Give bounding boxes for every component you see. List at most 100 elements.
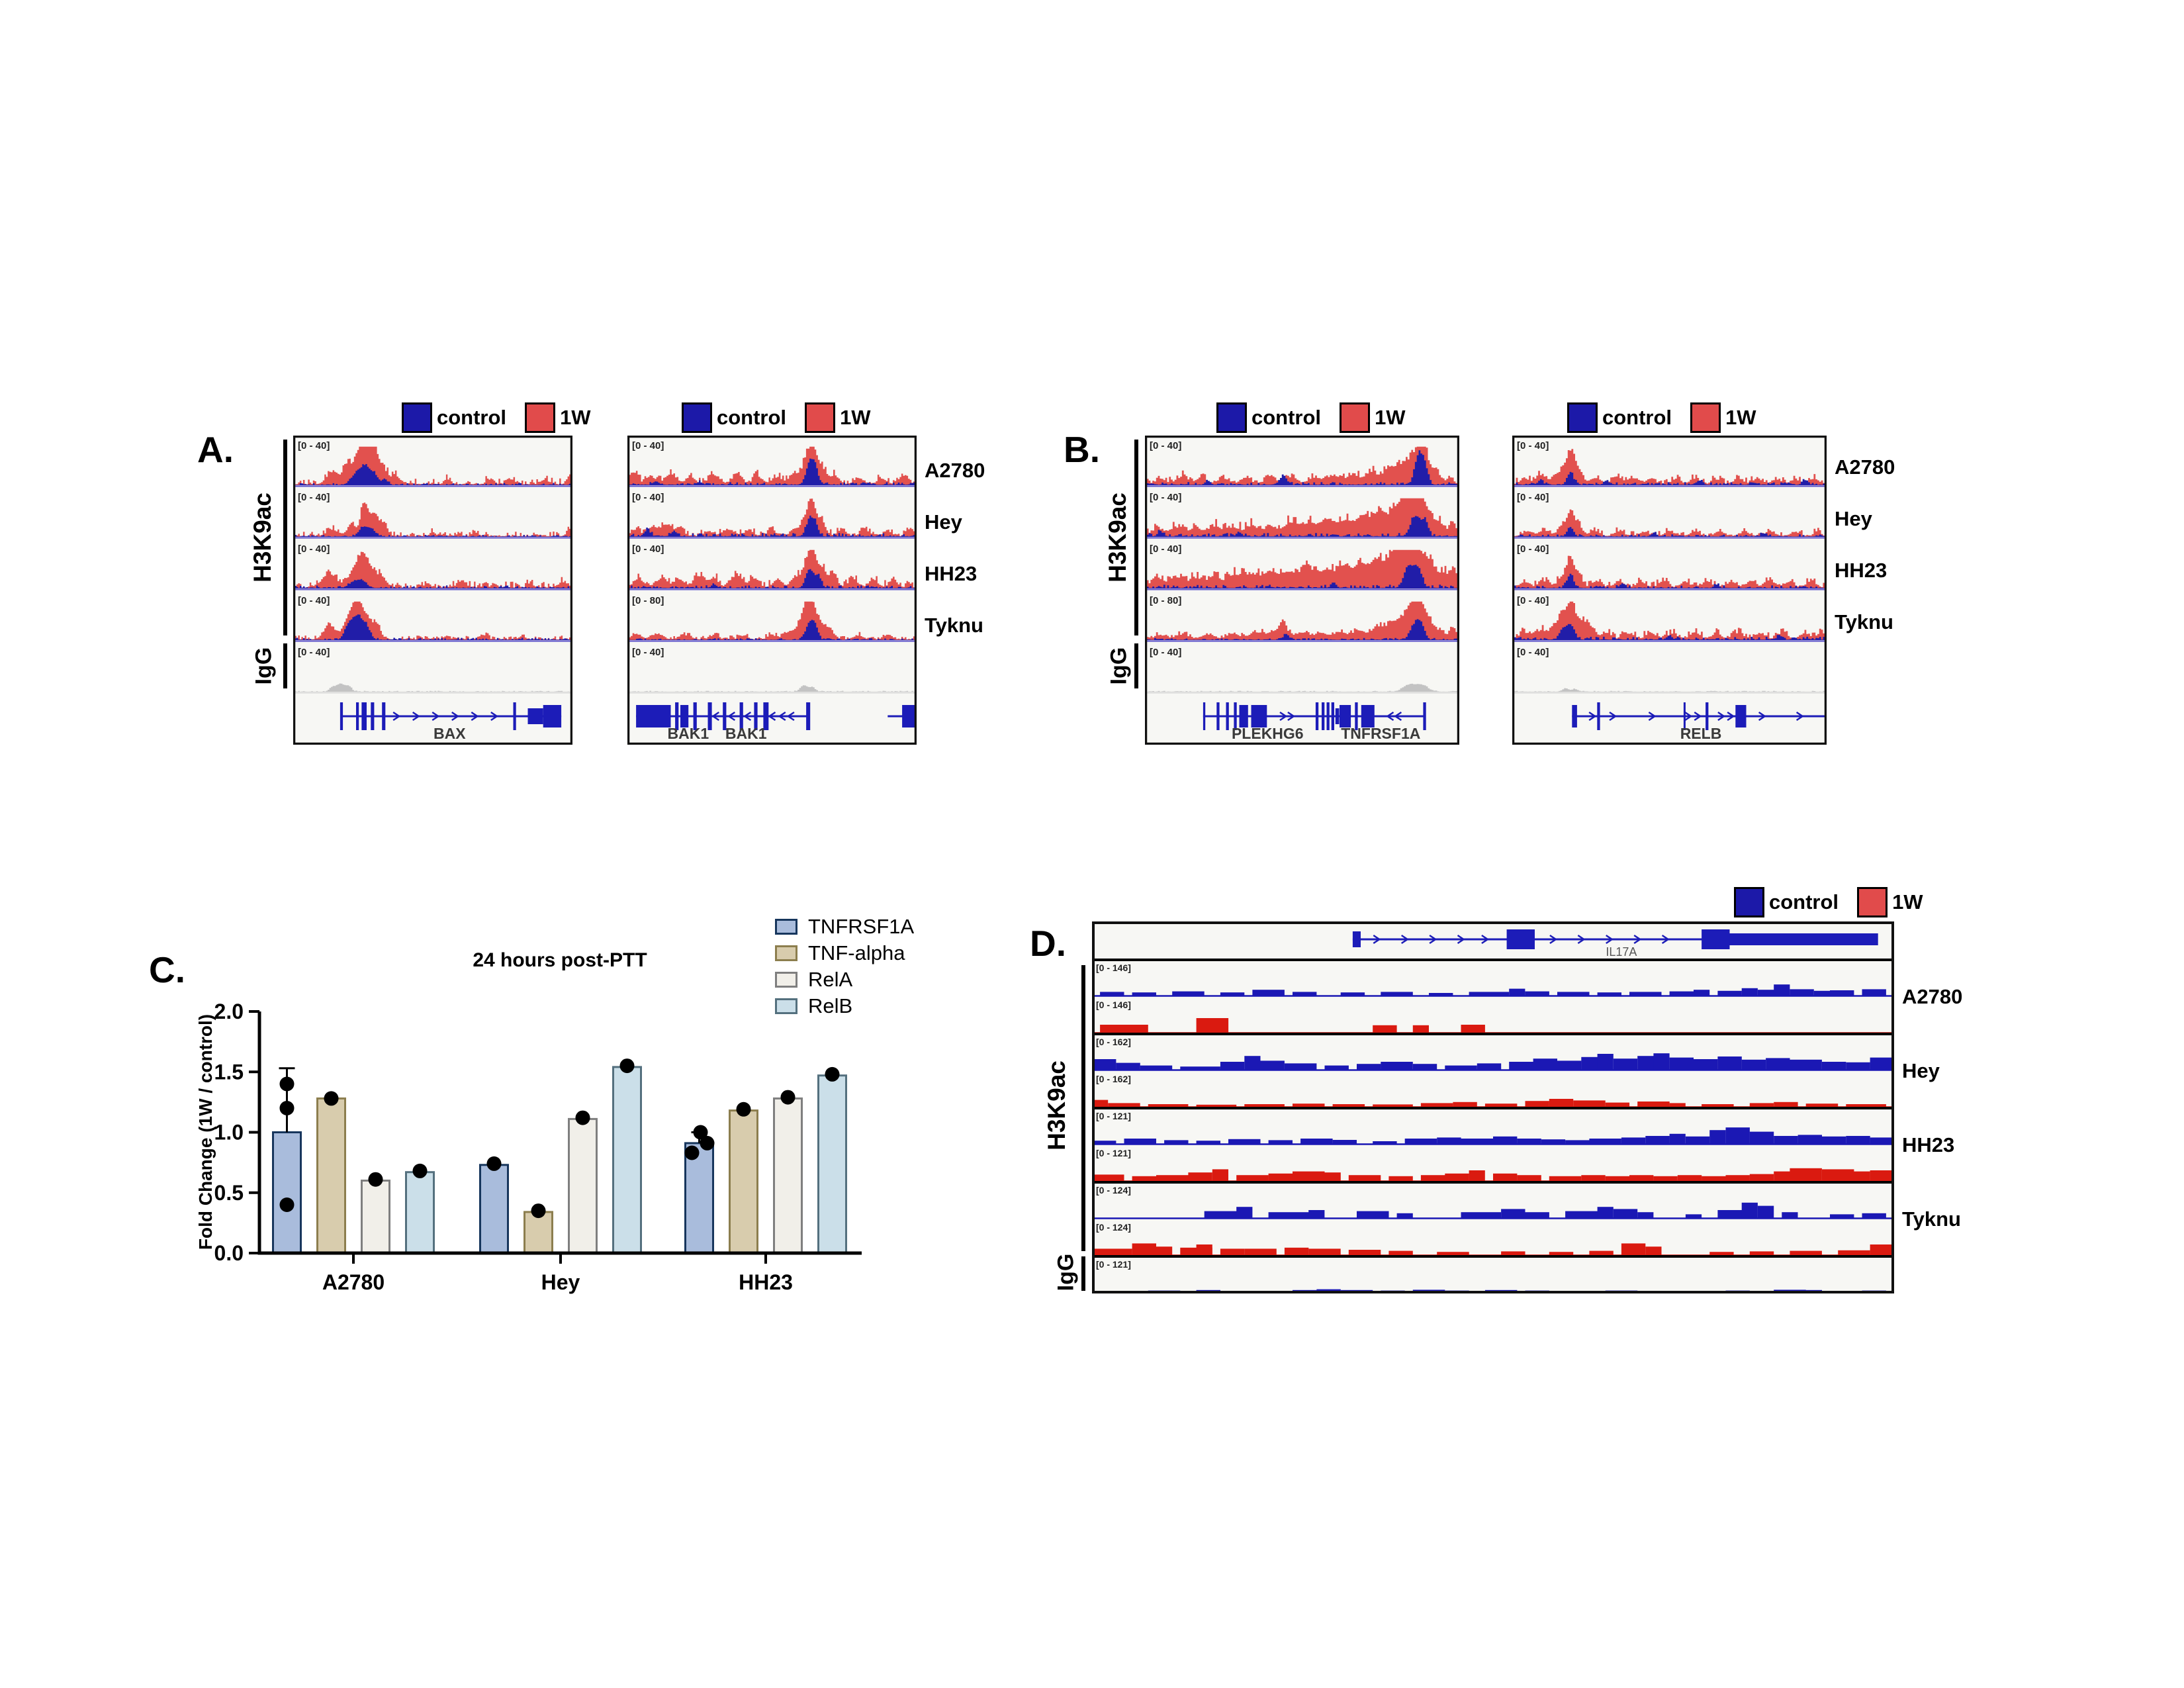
gene-strand-arrow	[451, 711, 460, 722]
signal-control	[1512, 624, 1827, 640]
gene-exon	[1239, 705, 1248, 727]
gene-exon	[693, 702, 697, 730]
signal-block	[1461, 1139, 1493, 1144]
data-point	[324, 1091, 339, 1106]
control-color-swatch	[1567, 402, 1598, 433]
signal-block	[1092, 1174, 1124, 1181]
control-label: control	[717, 406, 787, 429]
signal-block	[1293, 1171, 1325, 1181]
signal-block	[1340, 992, 1365, 996]
browser-border	[1092, 921, 1894, 1293]
track-scale-label: [0 - 40]	[1517, 647, 1549, 658]
signal-block	[1533, 1058, 1557, 1070]
signal-block	[1437, 1137, 1461, 1144]
signal-block	[1212, 1169, 1228, 1181]
gene-exon	[739, 702, 743, 730]
gene-strand-arrow	[1394, 711, 1402, 722]
signal-block	[1140, 1065, 1173, 1070]
browser-border	[293, 436, 572, 745]
series-color-swatch	[775, 919, 797, 935]
browser-view-bak1: [0 - 40] [0 - 40] [0 - 40] [0 - 80] [0 - 40]…	[627, 436, 917, 745]
signal-track-3: [0 - 80]	[627, 595, 917, 642]
gene-exon	[1331, 702, 1334, 730]
panel-b-label: B.	[1064, 429, 1100, 470]
track-scale-label: [0 - 40]	[632, 440, 664, 451]
signal-block	[1420, 1103, 1453, 1107]
signal-block	[1092, 1059, 1116, 1070]
signal-block	[1357, 1064, 1381, 1070]
data-point	[412, 1163, 428, 1178]
gene-name-label: TNFRSF1A	[1341, 725, 1420, 742]
bar-TNFRSF1A-Hey	[479, 1164, 509, 1254]
signal-track-3: [0 - 40]	[293, 595, 572, 642]
gene-exon	[1597, 702, 1600, 730]
series-RelA	[361, 1090, 803, 1254]
bar-RelA-HH23	[773, 1097, 803, 1254]
signal-block	[1821, 1062, 1846, 1070]
cell-line-label-HH23: HH23	[1902, 1133, 1955, 1156]
y-tick-label: 2.0	[214, 1000, 244, 1023]
gene-strand-arrow	[1717, 711, 1726, 722]
gene-name-label: PLEKHG6	[1232, 725, 1304, 742]
signal-block	[1749, 1131, 1774, 1144]
signal-block	[1220, 1062, 1245, 1070]
browser-border	[1145, 436, 1459, 745]
signal-1w	[1145, 601, 1459, 640]
signal-block	[1196, 1018, 1229, 1033]
cell-line-label-Tyknu: Tyknu	[1902, 1207, 1961, 1231]
signal-track-1: [0 - 40]	[1512, 492, 1827, 539]
signal-track-0: [0 - 40]	[1512, 440, 1827, 487]
gene-model: IL17A	[1352, 929, 1878, 959]
signal-block	[1388, 1176, 1413, 1181]
signal-track-4: [0 - 121]	[1092, 1111, 1894, 1145]
signal-track-4: [0 - 40]	[627, 647, 917, 694]
bar-TNF-alpha-HH23	[729, 1109, 758, 1254]
data-point	[279, 1076, 295, 1092]
gene-exon	[806, 702, 811, 730]
signal-control	[1145, 565, 1459, 588]
panel-a-label: A.	[197, 429, 234, 470]
signal-block	[1821, 1136, 1846, 1144]
gene-model: RELB	[1572, 702, 1827, 742]
gene-strand-arrow	[1694, 711, 1702, 722]
panel-d-label: D.	[1030, 923, 1066, 964]
signal-block	[1645, 1136, 1670, 1144]
signal-track-3: [0 - 40]	[1512, 595, 1827, 642]
h3k9ac-row-label: H3K9ac	[1104, 492, 1131, 583]
gene-strand-arrow	[1279, 711, 1288, 722]
signal-control	[293, 526, 572, 537]
gene-exon	[361, 702, 367, 730]
signal-block	[1685, 1136, 1710, 1144]
legend-item-TNFRSF1A: TNFRSF1A	[775, 914, 914, 940]
signal-block	[1629, 1175, 1654, 1181]
signal-track-1: [0 - 40]	[293, 492, 572, 539]
gene-exon	[1226, 702, 1229, 730]
data-point	[780, 1090, 796, 1105]
signal-track-0: [0 - 40]	[627, 440, 917, 487]
data-point	[279, 1197, 295, 1212]
gene-exon	[1361, 705, 1375, 727]
signal-block	[1300, 1139, 1333, 1144]
gene-strand-arrow	[1661, 934, 1670, 945]
signal-block	[1621, 1243, 1646, 1255]
signal-block	[1388, 1250, 1413, 1255]
signal-block	[1420, 1175, 1453, 1181]
track-scale-label: [0 - 80]	[632, 595, 664, 606]
signal-block	[1132, 1176, 1156, 1181]
cell-line-label-HH23: HH23	[925, 562, 978, 585]
signal-block	[1830, 990, 1854, 996]
track-scale-label: [0 - 121]	[1096, 1148, 1131, 1158]
chart-title: 24 hours post-PTT	[473, 949, 647, 971]
signal-block	[1797, 1135, 1822, 1144]
signal-block	[1774, 1102, 1798, 1107]
signal-track-2: [0 - 40]	[627, 543, 917, 590]
treatment-label: 1W	[560, 406, 591, 429]
h3k9ac-row-label: H3K9ac	[1043, 1060, 1070, 1150]
signal-track-4: [0 - 40]	[1512, 647, 1827, 694]
signal-block	[1870, 1137, 1894, 1144]
signal-block	[1749, 1174, 1774, 1181]
signal-block	[1156, 1175, 1189, 1181]
gene-exon	[754, 702, 758, 730]
gene-exon	[1352, 931, 1361, 947]
signal-block	[1790, 1250, 1822, 1255]
